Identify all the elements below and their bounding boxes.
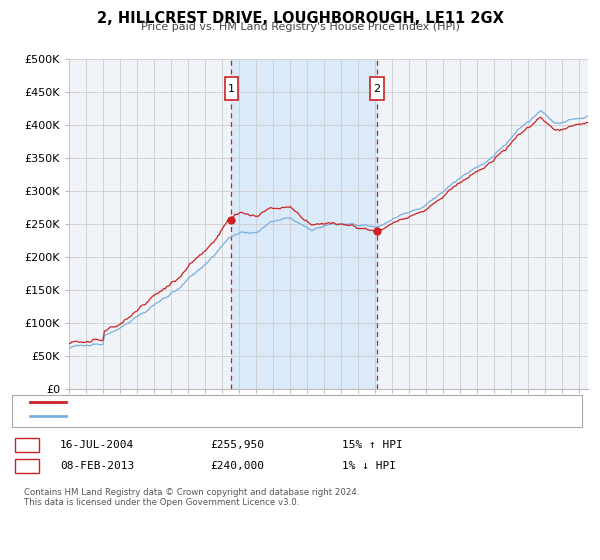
Text: 2, HILLCREST DRIVE, LOUGHBOROUGH, LE11 2GX (detached house): 2, HILLCREST DRIVE, LOUGHBOROUGH, LE11 2… [72,398,426,407]
Bar [224,77,238,100]
Bar [232,59,377,389]
Bar [370,77,384,100]
Text: 15% ↑ HPI: 15% ↑ HPI [342,440,403,450]
Text: 1: 1 [23,440,31,450]
Text: £240,000: £240,000 [210,461,264,471]
Text: 08-FEB-2013: 08-FEB-2013 [60,461,134,471]
Text: This data is licensed under the Open Government Licence v3.0.: This data is licensed under the Open Gov… [24,498,299,507]
Text: 2: 2 [23,461,31,471]
Text: 2: 2 [373,83,380,94]
Text: 16-JUL-2004: 16-JUL-2004 [60,440,134,450]
Text: 2, HILLCREST DRIVE, LOUGHBOROUGH, LE11 2GX: 2, HILLCREST DRIVE, LOUGHBOROUGH, LE11 2… [97,11,503,26]
Text: 1% ↓ HPI: 1% ↓ HPI [342,461,396,471]
Text: £255,950: £255,950 [210,440,264,450]
Text: Contains HM Land Registry data © Crown copyright and database right 2024.: Contains HM Land Registry data © Crown c… [24,488,359,497]
Text: HPI: Average price, detached house, Charnwood: HPI: Average price, detached house, Char… [72,412,342,421]
Text: 1: 1 [228,83,235,94]
Text: Price paid vs. HM Land Registry's House Price Index (HPI): Price paid vs. HM Land Registry's House … [140,22,460,32]
